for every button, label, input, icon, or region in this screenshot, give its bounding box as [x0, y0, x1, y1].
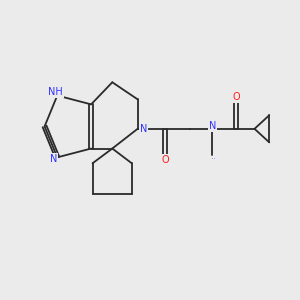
- Text: N: N: [50, 154, 57, 164]
- Text: O: O: [232, 92, 240, 102]
- Text: O: O: [161, 155, 169, 165]
- Text: N: N: [140, 124, 147, 134]
- Text: N: N: [213, 158, 214, 159]
- Text: N: N: [212, 158, 213, 159]
- Text: NH: NH: [48, 87, 63, 97]
- Text: N: N: [209, 122, 216, 131]
